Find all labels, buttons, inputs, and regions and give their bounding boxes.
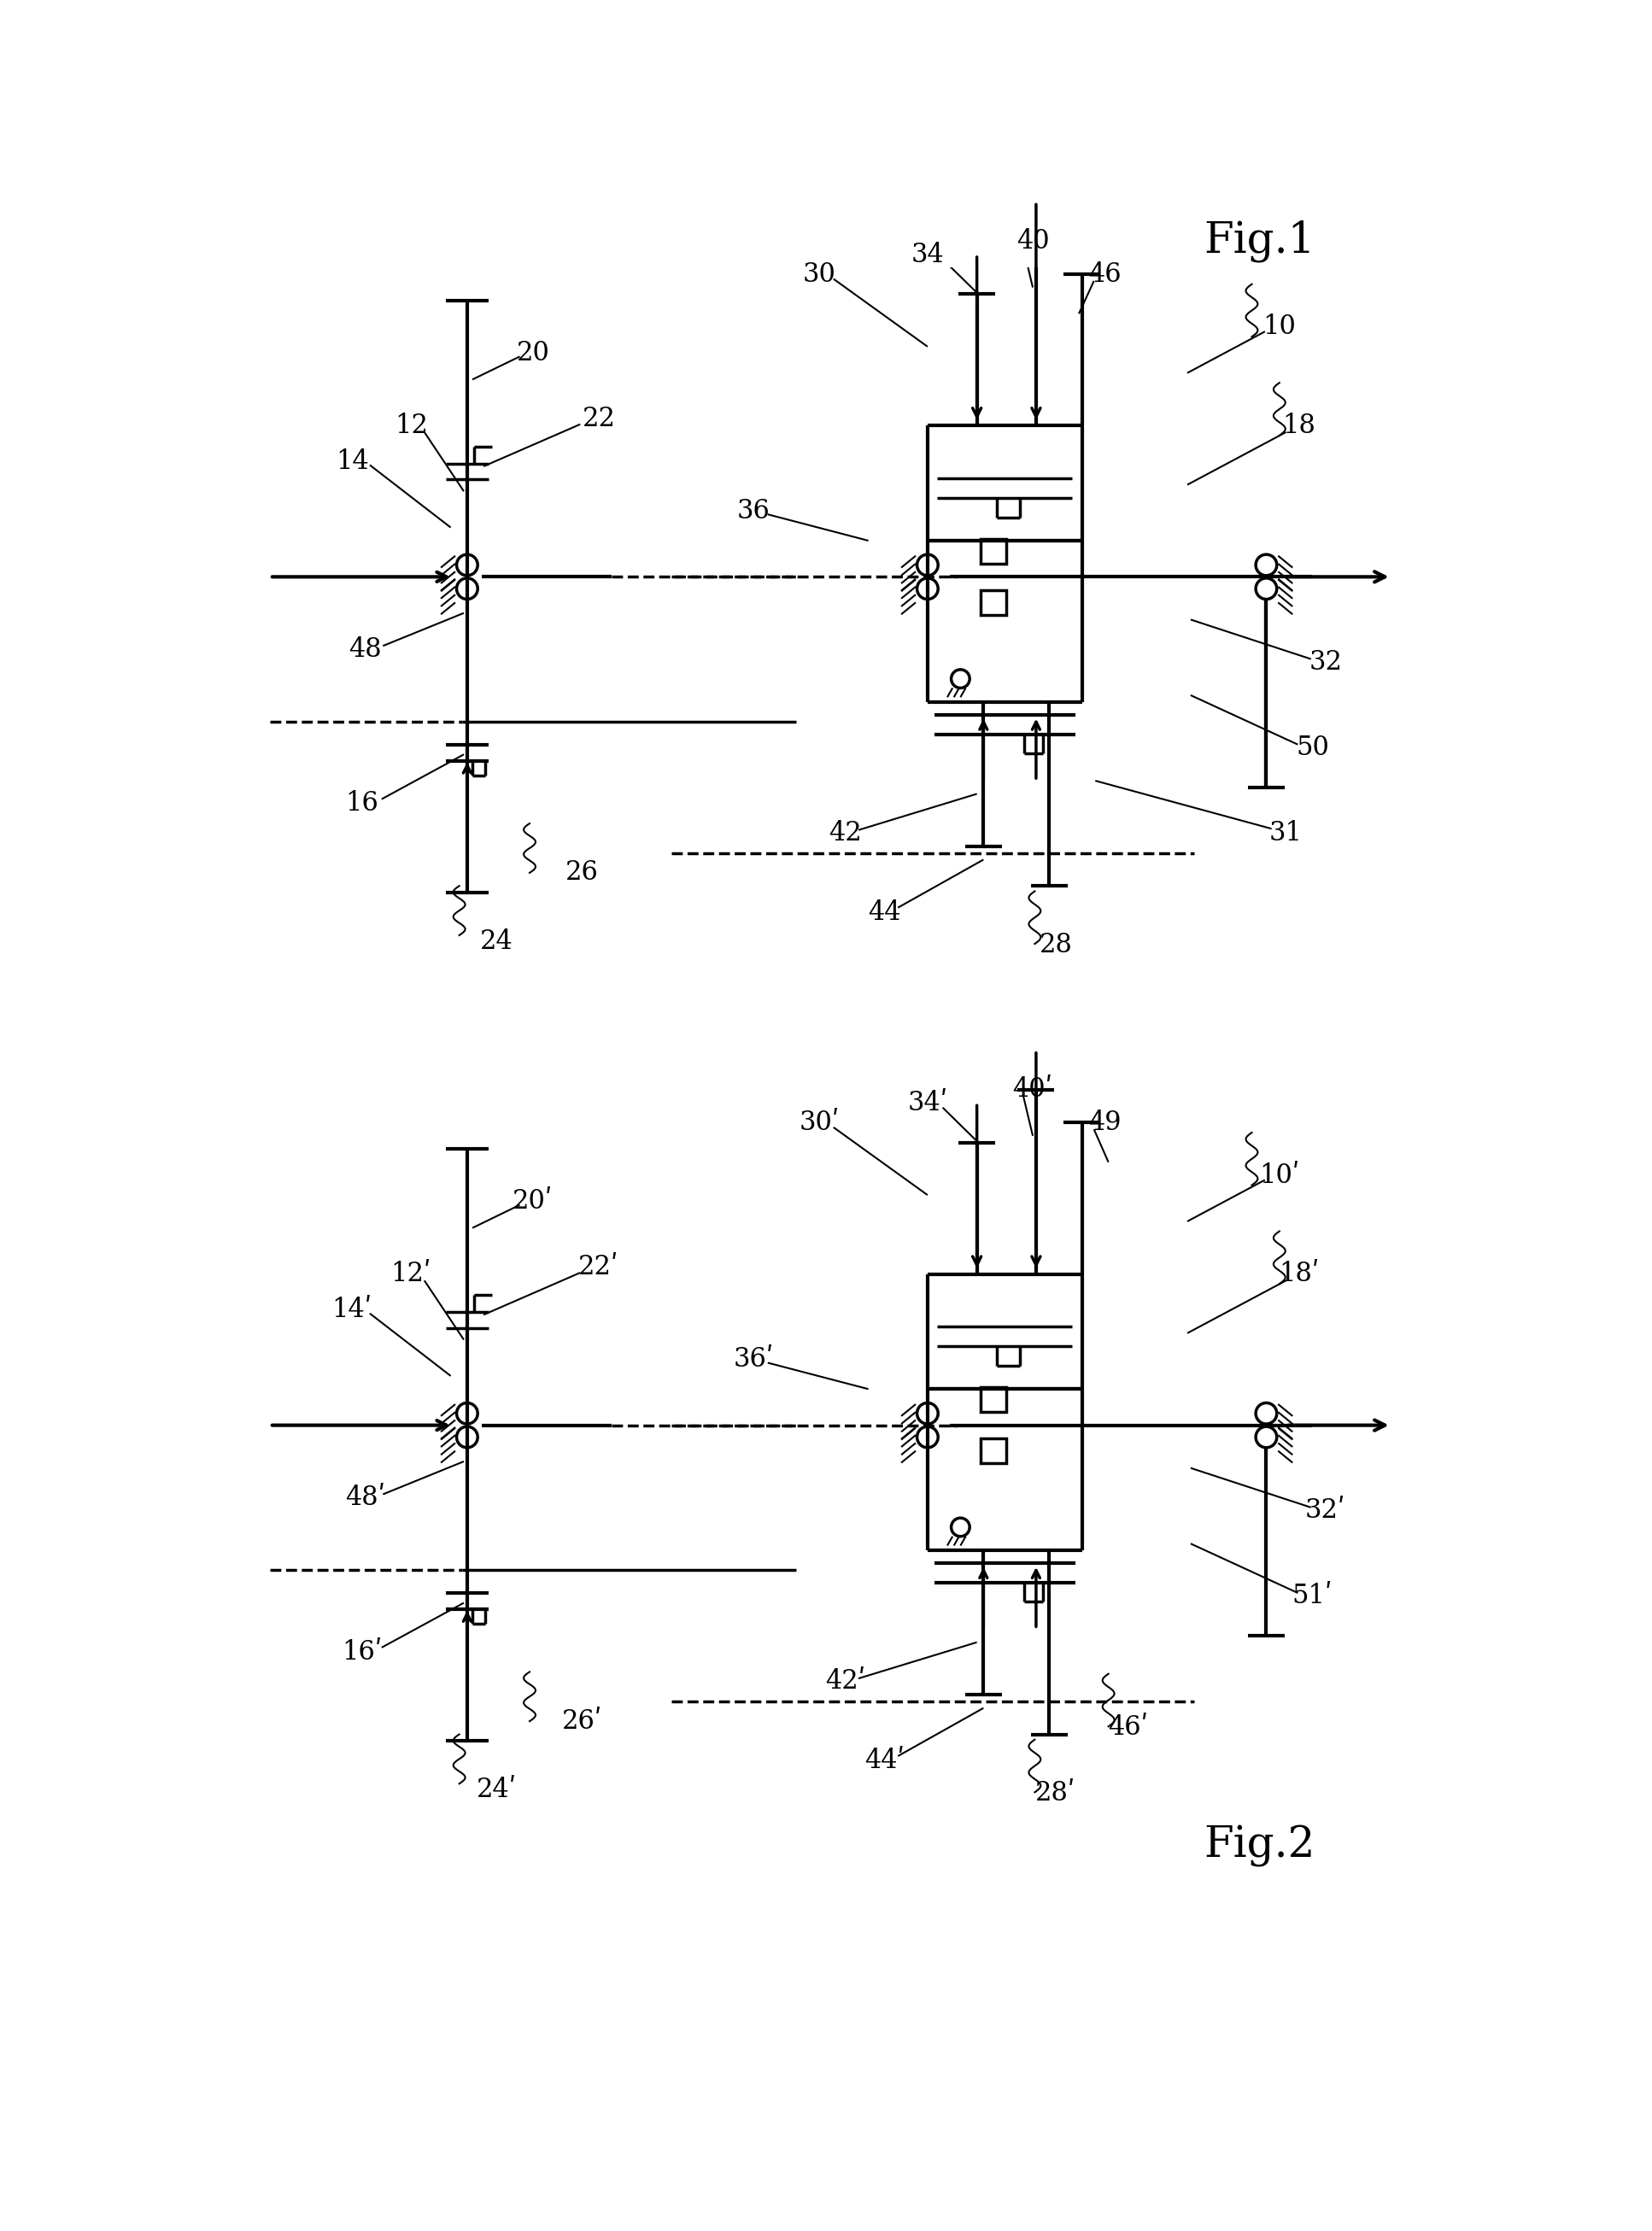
Text: 30ʹ: 30ʹ [800, 1109, 839, 1136]
Text: 14: 14 [335, 448, 368, 475]
Text: 49: 49 [1089, 1109, 1122, 1136]
Text: Fig.1: Fig.1 [1204, 221, 1315, 263]
Text: 36: 36 [737, 498, 770, 524]
Text: 34ʹ: 34ʹ [907, 1089, 948, 1116]
Text: 32: 32 [1308, 649, 1341, 676]
Text: 40ʹ: 40ʹ [1013, 1078, 1052, 1102]
Text: 10ʹ: 10ʹ [1259, 1162, 1300, 1189]
Text: 44ʹ: 44ʹ [864, 1747, 905, 1774]
Text: 46: 46 [1089, 261, 1122, 288]
Text: 20ʹ: 20ʹ [512, 1189, 553, 1216]
Text: 31: 31 [1269, 821, 1303, 846]
Text: 48ʹ: 48ʹ [345, 1484, 385, 1510]
Bar [981, 1439, 1006, 1464]
Text: 48: 48 [349, 636, 382, 663]
Bar [981, 538, 1006, 564]
Text: 34: 34 [910, 241, 943, 268]
Text: 14ʹ: 14ʹ [332, 1296, 372, 1323]
Text: 32ʹ: 32ʹ [1305, 1497, 1346, 1524]
Text: 36ʹ: 36ʹ [733, 1345, 773, 1372]
Text: 30: 30 [803, 261, 836, 288]
Text: 28: 28 [1039, 933, 1072, 959]
Text: 46ʹ: 46ʹ [1108, 1716, 1148, 1740]
Text: 16ʹ: 16ʹ [342, 1640, 382, 1664]
Text: 26ʹ: 26ʹ [562, 1709, 603, 1733]
Text: 22: 22 [582, 406, 615, 433]
Text: 42: 42 [829, 821, 862, 846]
Text: 24: 24 [481, 928, 514, 955]
Text: 28ʹ: 28ʹ [1036, 1780, 1075, 1807]
Bar [981, 589, 1006, 616]
Text: 10: 10 [1262, 315, 1297, 339]
Text: 42ʹ: 42ʹ [824, 1669, 866, 1696]
Text: 20: 20 [517, 339, 550, 366]
Text: 22ʹ: 22ʹ [578, 1254, 620, 1281]
Text: 18: 18 [1282, 413, 1315, 440]
Text: 40: 40 [1016, 228, 1049, 254]
Text: 51ʹ: 51ʹ [1292, 1584, 1333, 1609]
Text: 18ʹ: 18ʹ [1279, 1261, 1320, 1287]
Text: 12ʹ: 12ʹ [392, 1261, 431, 1287]
Text: 44: 44 [869, 899, 902, 926]
Bar [981, 1388, 1006, 1412]
Text: 12: 12 [395, 413, 428, 440]
Text: Fig.2: Fig.2 [1204, 1825, 1315, 1867]
Text: 24ʹ: 24ʹ [476, 1778, 517, 1803]
Text: 50: 50 [1295, 734, 1328, 761]
Text: 16: 16 [345, 790, 378, 817]
Text: 26: 26 [565, 859, 598, 886]
